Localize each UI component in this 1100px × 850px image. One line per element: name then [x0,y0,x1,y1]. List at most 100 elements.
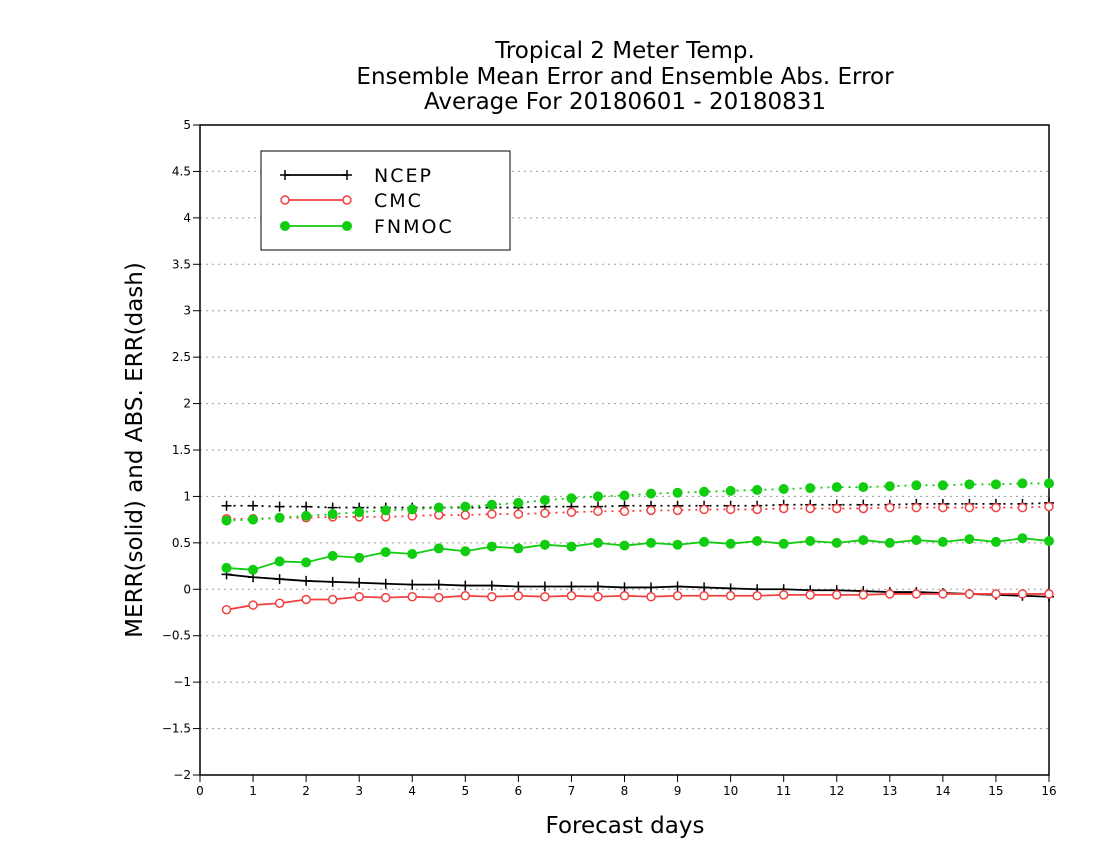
cmc-abs-err-point [858,503,869,514]
legend-marker [280,221,290,231]
cmc-abs-err-point [991,502,1001,513]
cmc-abs-err-point [832,503,842,514]
fnmoc-merr-point [805,536,816,546]
y-tick-label: 5 [183,118,191,132]
chart-title-line-1: Tropical 2 Meter Temp. [494,38,755,64]
cmc-abs-err-point [938,502,948,513]
ncep-merr-point [433,579,444,590]
cmc-abs-err-point [619,506,630,517]
fnmoc-merr-point [619,540,630,551]
fnmoc-merr-point [486,541,497,552]
fnmoc-merr-point [380,547,391,558]
fnmoc-merr-point [884,537,895,548]
fnmoc-abs-err-point [274,512,285,523]
ncep-merr-point [301,575,312,586]
fnmoc-abs-err-point [486,499,497,510]
fnmoc-abs-err-point [619,490,630,501]
fnmoc-abs-err-point [407,504,418,515]
fnmoc-abs-err-point [301,510,312,521]
ncep-merr-point [566,581,577,592]
fnmoc-abs-err-point [778,484,789,494]
cmc-abs-err-point [964,502,975,513]
cmc-merr-point [593,591,603,602]
cmc-abs-err-point [672,505,683,516]
fnmoc-abs-err-point [539,495,550,506]
y-tick-label: 0 [183,582,191,596]
legend-label: FNMOC [374,216,454,238]
y-tick-labels: −2 −1.5 −1 −0.5 0 0.5 1 1.5 2 2.5 3 3.5 4 4.5 5 [162,118,191,782]
ncep-merr-point [513,581,524,592]
gridlines [200,170,1049,730]
ncep-merr-point [619,582,630,593]
fnmoc-abs-err-point [592,491,603,502]
fnmoc-abs-err-point [884,481,895,492]
fnmoc-abs-err-point [752,484,763,495]
fnmoc-abs-err-point [327,509,338,520]
fnmoc-abs-err-point [221,515,232,526]
cmc-merr-point [248,600,258,610]
fnmoc-abs-err-point [248,514,259,525]
cmc-abs-err-point [752,504,762,515]
fnmoc-abs-err-point [513,497,524,508]
cmc-merr-point [938,589,948,599]
fnmoc-abs-err-point [937,480,948,491]
legend-marker [280,170,290,180]
cmc-abs-err-point [725,504,736,515]
ncep-merr-point [592,581,603,592]
x-tick-label: 0 [196,784,204,798]
y-tick-label: −2 [173,768,191,782]
cmc-merr-point [672,591,683,601]
legend-label: NCEP [374,165,433,187]
fnmoc-abs-err-point [646,488,657,499]
cmc-merr-point [460,591,471,601]
fnmoc-abs-err-point [911,480,922,491]
cmc-merr-point [885,589,895,599]
ncep-merr-point [460,580,471,591]
fnmoc-abs-err-point [990,479,1001,490]
cmc-abs-err-point [1044,501,1054,512]
x-tick-label: 16 [1041,784,1056,798]
fnmoc-merr-point [248,564,259,575]
fnmoc-abs-err-point [433,502,444,513]
fnmoc-merr-point [911,535,922,546]
x-tick-label: 12 [829,784,844,798]
cmc-merr-line [226,593,1049,611]
ncep-merr-point [699,582,710,593]
fnmoc-merr-point [831,537,842,548]
cmc-merr-point [354,591,364,602]
legend-marker [342,195,352,205]
x-tick-labels: 0 1 2 3 4 5 6 7 8 9 10 11 12 13 14 15 16 [196,784,1056,798]
fnmoc-merr-point [592,537,603,548]
cmc-merr-point [407,591,417,602]
fnmoc-abs-err-point [831,482,842,493]
fnmoc-merr-point [646,537,657,548]
y-tick-label: 1.5 [172,443,191,457]
fnmoc-abs-err-point [672,487,683,498]
cmc-merr-point [699,591,709,601]
x-tick-label: 10 [723,784,738,798]
fnmoc-merr-point [990,536,1001,547]
series-layer [221,478,1054,615]
ncep-merr-point [380,578,391,589]
axis-ticks [193,124,1050,782]
fnmoc-abs-err-point [725,485,736,496]
legend-item-ncep: NCEP [280,165,433,187]
series-fnmoc [221,478,1054,575]
y-tick-label: 2.5 [172,350,191,364]
fnmoc-merr-point [752,536,763,546]
cmc-merr-point [380,592,391,603]
fnmoc-merr-line [226,537,1050,571]
fnmoc-abs-err-point [460,501,471,512]
y-tick-label: 1 [183,489,191,503]
legend-marker [280,195,290,205]
cmc-merr-point [487,591,497,602]
fnmoc-merr-point [725,538,736,549]
cmc-abs-err-point [593,506,603,517]
chart-title-line-3: Average For 20180601 - 20180831 [424,89,826,115]
x-tick-label: 13 [882,784,897,798]
x-tick-label: 14 [935,784,950,798]
fnmoc-merr-point [566,541,577,552]
cmc-merr-point [566,591,577,601]
fnmoc-merr-point [672,539,683,550]
